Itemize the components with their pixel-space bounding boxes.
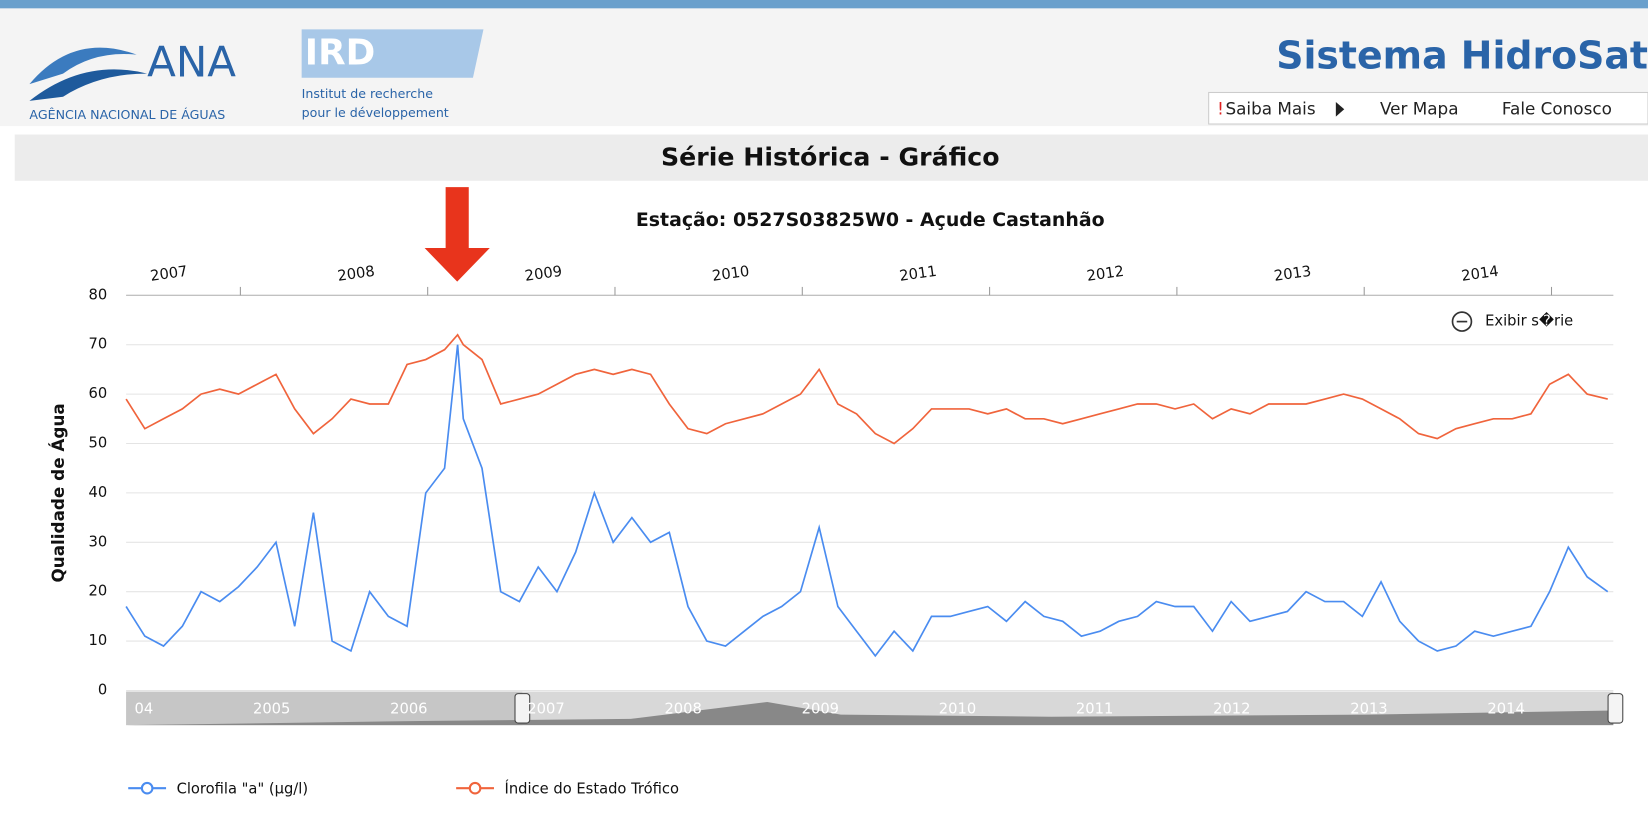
y-tick-label: 80 — [88, 286, 107, 303]
y-tick-label: 40 — [88, 484, 107, 501]
ird-block — [301, 29, 484, 78]
nav-link[interactable]: Fale Conosco — [1502, 98, 1612, 118]
nav-arrow — [1335, 101, 1345, 117]
red-arrow — [424, 187, 490, 282]
navigator-label: 2010 — [939, 700, 976, 717]
y-tick-label: 50 — [88, 435, 107, 452]
ana-wave — [29, 47, 137, 85]
y-tick-label: 70 — [88, 336, 107, 353]
zoom-icon[interactable] — [1451, 311, 1473, 332]
y-tick-label: 10 — [88, 632, 107, 649]
navigator-label: 2013 — [1350, 700, 1387, 717]
title-bar — [14, 134, 1648, 181]
page-title: Série Histórica - Gráfico — [661, 143, 1000, 172]
x-tick-label: 2007 — [149, 263, 188, 285]
navigator-label: 2009 — [802, 700, 839, 717]
system-title: Sistema HidroSat — [1276, 33, 1648, 77]
nav-bar — [1208, 91, 1648, 125]
ana-logo: ANA — [147, 38, 236, 87]
navigator-label: 2008 — [664, 700, 701, 717]
ird-line: pour le développement — [302, 105, 449, 120]
y-tick-label: 30 — [88, 533, 107, 550]
top-bar — [0, 0, 1648, 9]
navigator-label: 2007 — [527, 700, 564, 717]
ana-name: AGÊNCIA NACIONAL DE ÁGUAS — [29, 107, 225, 122]
legend-marker — [140, 781, 154, 795]
legend-label[interactable]: Índice do Estado Trófico — [504, 779, 678, 797]
navigator-label: 2014 — [1487, 700, 1524, 717]
series-line — [125, 333, 1608, 445]
x-tick-label: 2009 — [524, 263, 563, 285]
navigator-label: 2005 — [253, 700, 290, 717]
x-tick-label: 2011 — [898, 263, 937, 285]
y-tick-label: 20 — [88, 583, 107, 600]
nav-link[interactable]: Ver Mapa — [1380, 98, 1459, 118]
x-tick-label: 2014 — [1460, 263, 1499, 285]
y-tick-label: 60 — [88, 385, 107, 402]
nav-link[interactable]: Saiba Mais — [1225, 98, 1315, 118]
navigator-area — [126, 702, 1614, 726]
nav-alert: ! — [1217, 98, 1224, 118]
zoom-button[interactable]: Exibir s�rie — [1485, 312, 1573, 330]
x-tick-label: 2008 — [336, 263, 375, 285]
ird-logo: IRD — [305, 33, 375, 74]
y-axis-label: Qualidade de Água — [47, 403, 68, 582]
y-tick-label: 0 — [98, 681, 107, 698]
navigator-handle[interactable] — [1607, 693, 1624, 724]
x-tick-label: 2012 — [1086, 263, 1125, 285]
navigator-label: 2006 — [390, 700, 427, 717]
navigator-handle[interactable] — [514, 693, 531, 724]
legend-label[interactable]: Clorofila "a" (µg/l) — [177, 780, 309, 797]
series-line — [125, 344, 1609, 658]
ana-wave — [29, 69, 148, 101]
navigator-label: 2011 — [1076, 700, 1113, 717]
x-tick-label: 2013 — [1273, 263, 1312, 285]
navigator-label: 04 — [135, 700, 154, 717]
x-tick-label: 2010 — [711, 263, 750, 285]
chart-title: Estação: 0527S03825W0 - Açude Castanhão — [636, 209, 1105, 231]
ird-line: Institut de recherche — [302, 86, 434, 101]
legend-marker — [468, 781, 482, 795]
navigator-label: 2012 — [1213, 700, 1250, 717]
navigator-mask — [126, 691, 523, 726]
